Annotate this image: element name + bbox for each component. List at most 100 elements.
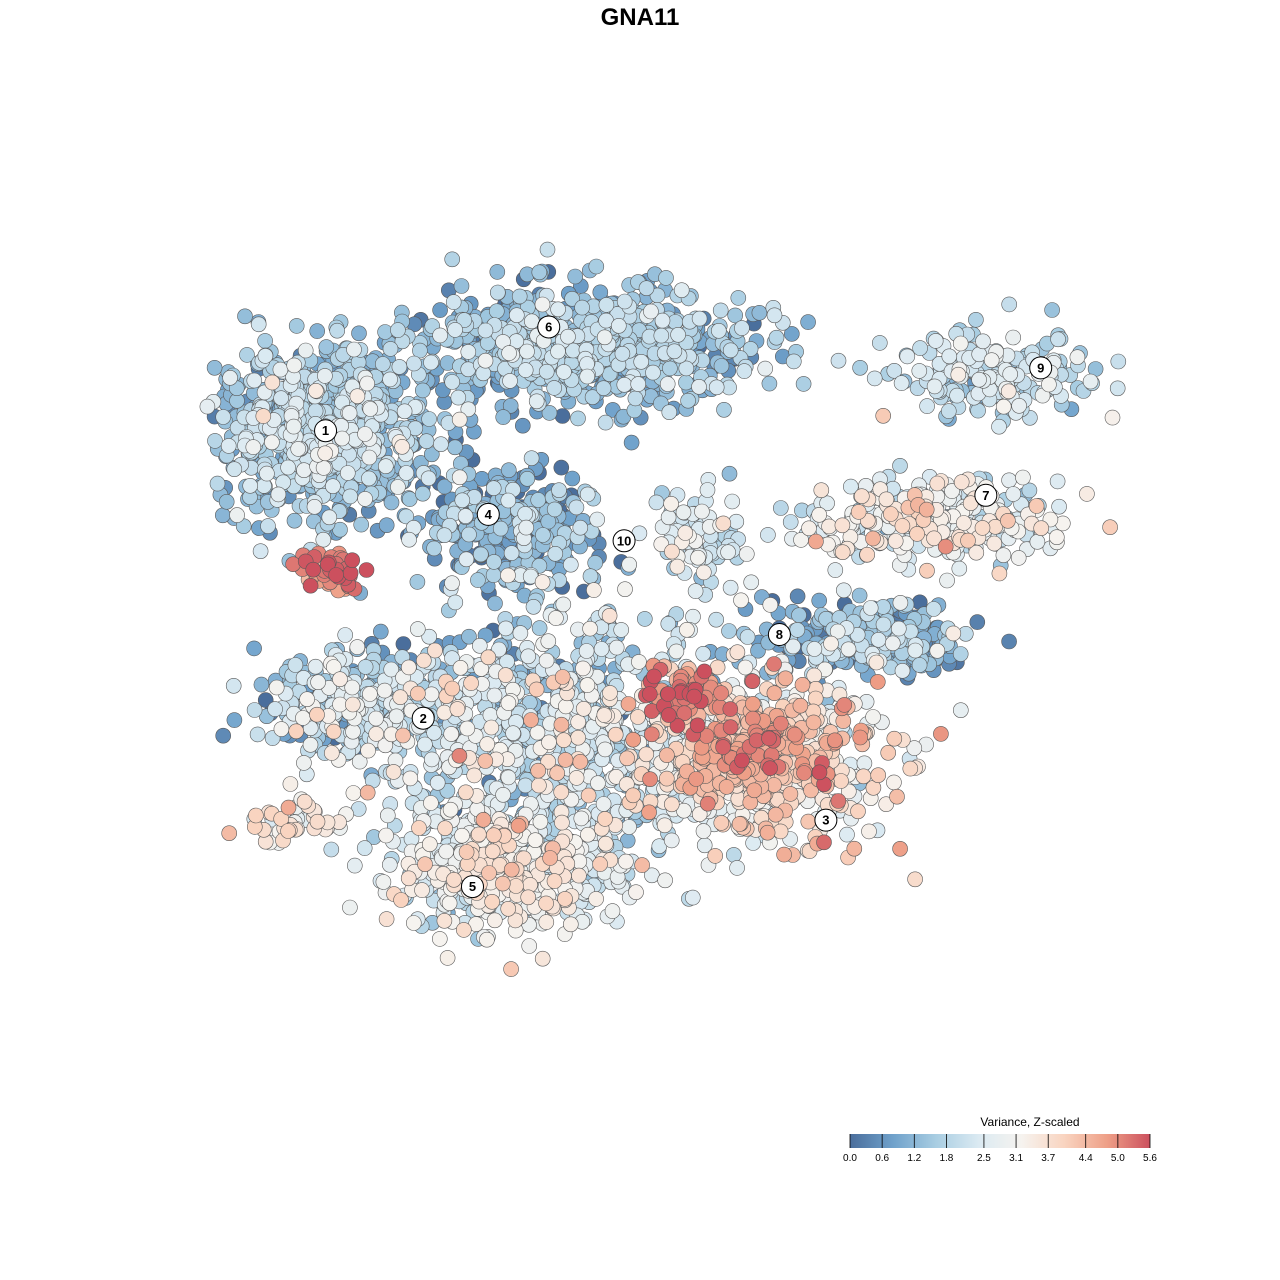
data-point: [503, 545, 520, 561]
data-point: [643, 303, 659, 320]
data-point: [379, 807, 396, 824]
data-point: [406, 355, 422, 372]
data-point: [695, 645, 712, 662]
data-point: [302, 736, 319, 753]
data-point: [445, 294, 462, 310]
data-point: [887, 533, 904, 549]
data-point: [535, 527, 551, 543]
data-point: [229, 507, 245, 523]
data-point: [414, 882, 430, 898]
data-point: [886, 774, 902, 791]
data-point: [418, 433, 435, 450]
data-point: [614, 345, 631, 362]
data-point: [789, 588, 806, 605]
data-point: [582, 568, 599, 585]
data-point: [225, 677, 242, 694]
data-point: [483, 719, 500, 736]
data-point: [871, 335, 888, 351]
data-point: [500, 567, 516, 584]
data-point: [264, 434, 280, 451]
data-point: [250, 316, 267, 333]
data-point: [423, 751, 440, 768]
data-point: [878, 491, 895, 508]
data-point: [299, 691, 315, 708]
data-point: [438, 843, 455, 860]
data-point: [574, 299, 590, 316]
data-point: [806, 641, 823, 657]
data-point: [840, 641, 857, 658]
data-point: [971, 371, 987, 388]
data-point: [1110, 353, 1127, 370]
data-point: [968, 311, 984, 328]
data-point: [357, 659, 374, 675]
data-point: [673, 282, 690, 299]
data-point: [1049, 529, 1065, 546]
data-point: [677, 525, 694, 541]
data-point: [1029, 533, 1046, 550]
data-point: [660, 509, 677, 526]
data-point: [616, 376, 633, 393]
data-point: [409, 621, 426, 637]
data-point: [659, 376, 676, 392]
data-point: [557, 698, 574, 715]
data-point: [653, 327, 670, 344]
data-point: [260, 518, 276, 534]
data-point: [249, 726, 266, 743]
data-point: [638, 280, 655, 297]
data-point: [657, 872, 673, 889]
data-point: [390, 479, 406, 495]
data-point: [636, 611, 653, 627]
data-point: [460, 344, 477, 360]
data-point: [349, 639, 366, 655]
data-point: [789, 622, 806, 638]
data-point: [865, 709, 881, 725]
data-point: [447, 322, 463, 338]
data-point: [950, 366, 967, 383]
data-point: [991, 418, 1007, 435]
data-point: [604, 903, 621, 919]
data-point: [582, 620, 598, 637]
data-point: [1001, 472, 1017, 489]
data-point: [562, 556, 579, 573]
data-point: [691, 378, 707, 395]
data-point: [398, 465, 415, 481]
data-point: [377, 458, 394, 475]
data-point: [733, 592, 749, 609]
data-point: [927, 333, 944, 349]
data-point: [633, 353, 650, 370]
data-point: [374, 356, 391, 372]
data-point: [899, 348, 916, 365]
data-point: [663, 495, 679, 512]
data-point: [952, 335, 969, 352]
data-point: [268, 679, 285, 696]
data-point: [296, 462, 312, 479]
data-point: [259, 465, 275, 482]
data-point: [500, 462, 517, 479]
data-point: [712, 302, 729, 319]
data-point: [346, 341, 362, 358]
data-point: [505, 725, 521, 742]
data-point: [401, 491, 418, 507]
data-point: [501, 345, 517, 361]
data-point: [572, 519, 589, 536]
data-point: [969, 614, 986, 630]
data-point: [206, 359, 223, 376]
data-point: [586, 582, 602, 598]
data-point: [368, 726, 385, 742]
data-point: [528, 393, 545, 410]
data-point: [459, 720, 476, 737]
data-point: [737, 659, 754, 676]
data-point: [396, 403, 413, 420]
data-point: [257, 333, 273, 349]
data-point: [488, 303, 505, 320]
data-point: [695, 823, 712, 839]
data-point: [596, 329, 613, 346]
data-point: [489, 284, 506, 301]
data-point: [713, 358, 730, 374]
data-point: [801, 520, 817, 537]
data-point: [518, 519, 535, 536]
data-point: [390, 322, 406, 338]
data-point: [590, 775, 606, 792]
data-point: [360, 742, 376, 759]
data-point: [739, 629, 756, 645]
